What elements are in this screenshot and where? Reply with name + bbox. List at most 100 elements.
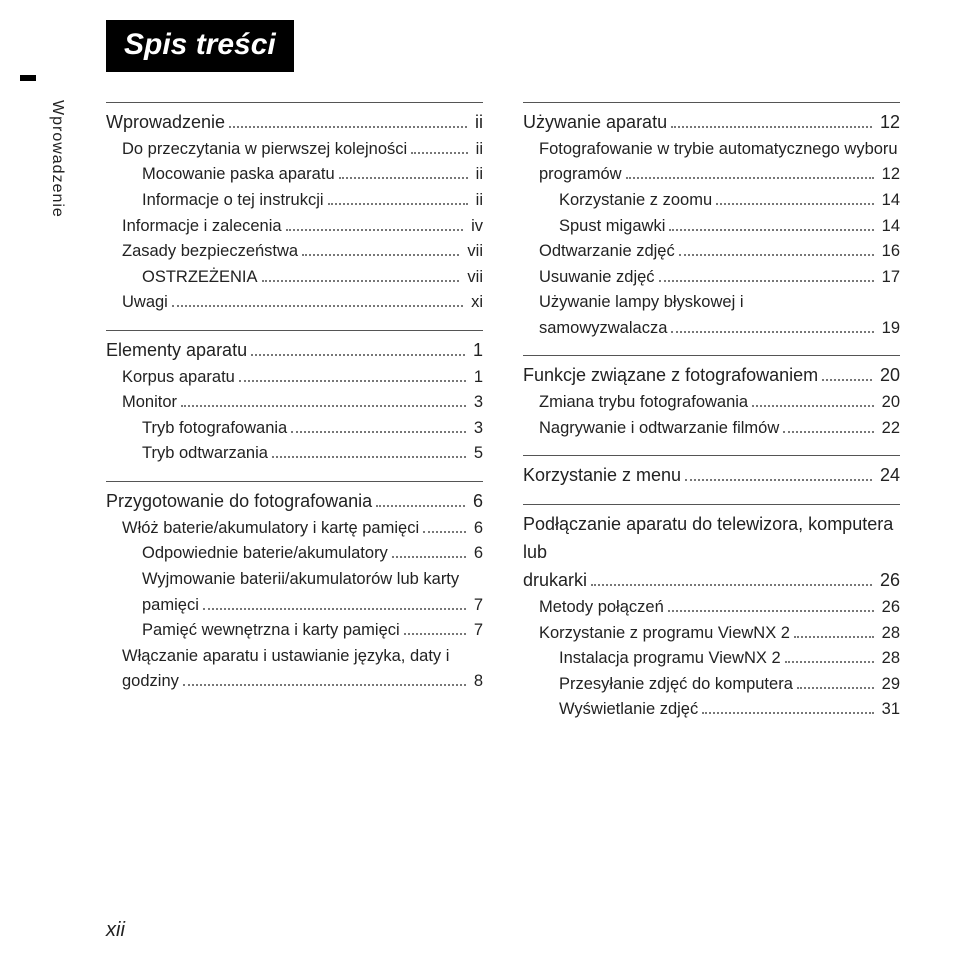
toc-leader <box>286 214 464 231</box>
toc-page: iv <box>467 214 483 240</box>
toc-leader <box>183 669 466 686</box>
toc-label: Zmiana trybu fotografowania <box>539 390 748 416</box>
toc-page: 26 <box>876 567 900 595</box>
toc-entry: Korpus aparatu1 <box>122 365 483 391</box>
section-rule <box>523 504 900 505</box>
toc-page: 24 <box>876 462 900 490</box>
toc-leader <box>302 239 459 256</box>
toc-entry: Spust migawki14 <box>559 214 900 240</box>
toc-entry: Tryb odtwarzania5 <box>142 441 483 467</box>
side-section-label: Wprowadzenie <box>48 100 66 218</box>
toc-entry: Do przeczytania w pierwszej kolejnościii <box>122 137 483 163</box>
toc-left-column: Wprowadzenie iiDo przeczytania w pierwsze… <box>106 98 483 737</box>
toc-leader <box>392 542 466 559</box>
toc-label: Fotografowanie w trybie automatycznego w… <box>539 137 900 163</box>
toc-leader <box>783 416 873 433</box>
toc-page: vii <box>463 265 483 291</box>
toc-label: Metody połączeń <box>539 595 664 621</box>
toc-label: Informacje i zalecenia <box>122 214 282 240</box>
page: Wprowadzenie Spis treści Wprowadzenie iiD… <box>0 0 960 972</box>
toc-page: 3 <box>470 416 483 442</box>
toc-label: Wprowadzenie <box>106 109 225 137</box>
section-rule <box>106 102 483 103</box>
toc-section: Przygotowanie do fotografowania6Włóż bat… <box>106 481 483 695</box>
toc-leader <box>251 338 465 356</box>
toc-label: drukarki <box>523 567 587 595</box>
toc-leader <box>679 239 874 256</box>
section-rule <box>523 355 900 356</box>
toc-section: Elementy aparatu 1Korpus aparatu1Monitor 3… <box>106 330 483 467</box>
toc-page: 12 <box>878 162 900 188</box>
toc-label: Monitor <box>122 390 177 416</box>
section-marker <box>20 75 36 81</box>
toc-entry: Informacje i zalecenia iv <box>122 214 483 240</box>
toc-entry: Przygotowanie do fotografowania6 <box>106 488 483 516</box>
toc-leader <box>262 265 460 282</box>
toc-label: programów <box>539 162 622 188</box>
toc-leader <box>797 672 874 689</box>
toc-section: Używanie aparatu 12Fotografowanie w trybi… <box>523 102 900 341</box>
toc-label: pamięci <box>142 593 199 619</box>
toc-page: ii <box>471 109 483 137</box>
toc-entry: Wprowadzenie ii <box>106 109 483 137</box>
toc-page: 19 <box>878 316 900 342</box>
toc-label: Elementy aparatu <box>106 337 247 365</box>
section-rule <box>523 455 900 456</box>
toc-label: Zasady bezpieczeństwa <box>122 239 298 265</box>
page-number: xii <box>106 919 125 942</box>
toc-label: Instalacja programu ViewNX 2 <box>559 646 781 672</box>
toc-leader <box>291 416 466 433</box>
toc-page: 12 <box>876 109 900 137</box>
toc-page: vii <box>463 239 483 265</box>
toc-label: Przygotowanie do fotografowania <box>106 488 372 516</box>
toc-entry: Odpowiednie baterie/akumulatory6 <box>142 541 483 567</box>
toc-label: Korzystanie z menu <box>523 462 681 490</box>
toc-label: OSTRZEŻENIA <box>142 265 258 291</box>
toc-entry: Korzystanie z programu ViewNX 228 <box>539 621 900 647</box>
toc-page: 7 <box>470 618 483 644</box>
toc-section: Funkcje związane z fotografowaniem20Zmia… <box>523 355 900 441</box>
toc-label: Korzystanie z zoomu <box>559 188 712 214</box>
toc-label: Wyświetlanie zdjęć <box>559 697 698 723</box>
toc-entry: Metody połączeń26 <box>539 595 900 621</box>
toc-section: Podłączanie aparatu do telewizora, kompu… <box>523 504 900 722</box>
toc-label: Przesyłanie zdjęć do komputera <box>559 672 793 698</box>
toc-entry: Korzystanie z menu 24 <box>523 462 900 490</box>
toc-label: Funkcje związane z fotografowaniem <box>523 362 818 390</box>
toc-label: Pamięć wewnętrzna i karty pamięci <box>142 618 400 644</box>
toc-leader <box>591 568 872 586</box>
toc-entry: Nagrywanie i odtwarzanie filmów22 <box>539 416 900 442</box>
toc-page: ii <box>472 162 483 188</box>
toc-label: Mocowanie paska aparatu <box>142 162 335 188</box>
toc-entry: Podłączanie aparatu do telewizora, kompu… <box>523 511 900 595</box>
toc-page: 28 <box>878 646 900 672</box>
toc-leader <box>669 214 873 231</box>
toc-entry: Usuwanie zdjęć17 <box>539 265 900 291</box>
toc-entry: Informacje o tej instrukcjiii <box>142 188 483 214</box>
section-rule <box>106 481 483 482</box>
toc-leader <box>229 110 467 128</box>
toc-section: Korzystanie z menu 24 <box>523 455 900 490</box>
toc-leader <box>659 265 874 282</box>
toc-leader <box>181 390 466 407</box>
toc-leader <box>203 593 466 610</box>
toc-entry: Używanie lampy błyskowej isamowyzwalacza… <box>539 290 900 341</box>
toc-page: 6 <box>470 516 483 542</box>
toc-page: 28 <box>878 621 900 647</box>
toc-leader <box>752 390 874 407</box>
toc-page: 1 <box>470 365 483 391</box>
toc-page: 7 <box>470 593 483 619</box>
toc-entry: Wyjmowanie baterii/akumulatorów lub kart… <box>142 567 483 618</box>
toc-page: ii <box>472 137 483 163</box>
toc-columns: Wprowadzenie iiDo przeczytania w pierwsze… <box>106 98 900 737</box>
toc-label: Tryb odtwarzania <box>142 441 268 467</box>
toc-label: Uwagi <box>122 290 168 316</box>
toc-leader <box>671 110 872 128</box>
toc-entry: Fotografowanie w trybie automatycznego w… <box>539 137 900 188</box>
page-title: Spis treści <box>106 20 294 72</box>
toc-page: 17 <box>878 265 900 291</box>
toc-label: Nagrywanie i odtwarzanie filmów <box>539 416 779 442</box>
toc-label: Używanie aparatu <box>523 109 667 137</box>
toc-page: 29 <box>878 672 900 698</box>
toc-page: 14 <box>878 188 900 214</box>
